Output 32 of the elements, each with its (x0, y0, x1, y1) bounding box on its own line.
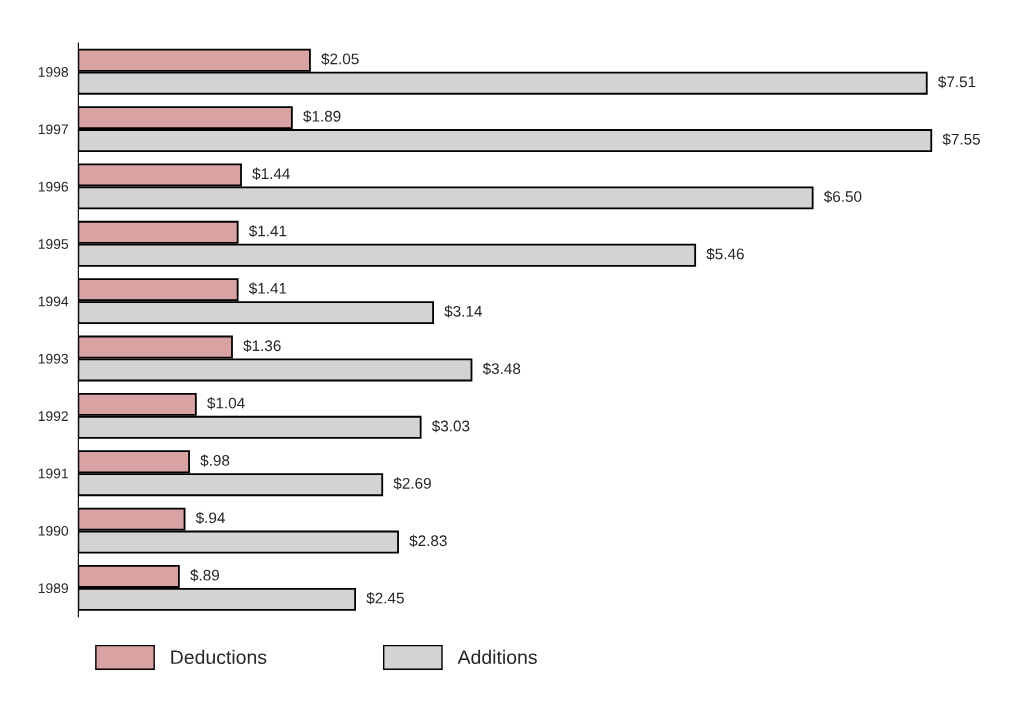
data-label: $1.36 (243, 339, 281, 353)
y-tick-label: 1993 (38, 353, 69, 364)
data-label: $3.03 (431, 419, 470, 433)
data-label: $2.45 (366, 592, 404, 605)
data-label: $.89 (190, 569, 220, 582)
y-tick-label: 1989 (38, 583, 68, 594)
data-label: $7.55 (942, 133, 980, 146)
y-tick-label: 1998 (38, 67, 69, 77)
data-label: $6.50 (823, 190, 862, 203)
data-label: $3.48 (482, 362, 521, 375)
y-tick-label: 1992 (38, 411, 68, 422)
data-label: $5.46 (706, 247, 744, 261)
y-tick-label: 1997 (38, 124, 68, 135)
y-tick-label: 1996 (38, 181, 69, 192)
data-label: $2.83 (409, 534, 447, 548)
data-label: $7.51 (938, 75, 976, 89)
data-label: $.94 (195, 511, 225, 525)
data-label: $1.41 (248, 224, 287, 238)
data-label: $1.41 (248, 282, 287, 295)
data-label: $.98 (200, 454, 230, 467)
data-label: $2.05 (321, 52, 359, 66)
y-tick-label: 1994 (38, 296, 69, 307)
data-label: $3.14 (444, 305, 482, 318)
data-label: $1.89 (303, 110, 341, 123)
legend-label: Deductions (171, 649, 267, 665)
legend-label: Additions (457, 649, 537, 665)
y-tick-label: 1995 (38, 239, 69, 249)
data-label: $1.44 (252, 167, 290, 180)
y-tick-label: 1991 (38, 468, 68, 479)
y-tick-label: 1990 (38, 525, 69, 536)
data-label: $1.04 (207, 397, 245, 410)
data-label: $2.69 (393, 477, 431, 490)
